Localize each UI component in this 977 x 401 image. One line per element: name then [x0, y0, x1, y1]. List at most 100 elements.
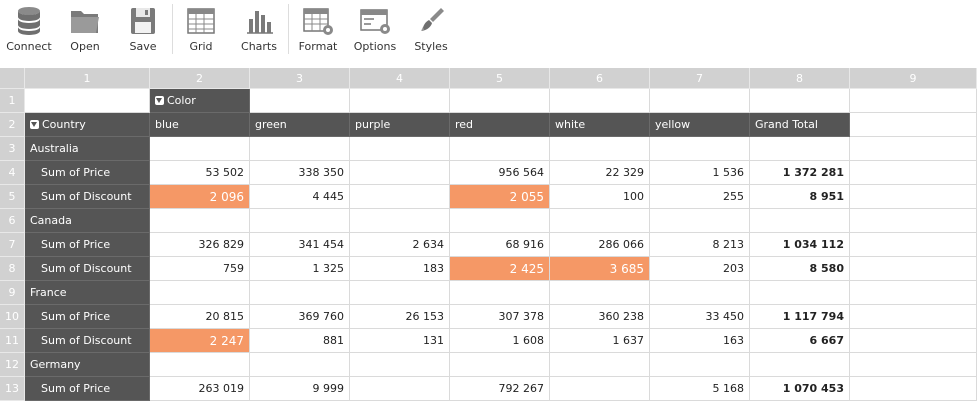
value-cell[interactable]: 8 213 [650, 233, 750, 257]
empty-cell[interactable] [550, 89, 650, 113]
empty-cell[interactable] [750, 209, 850, 233]
value-cell[interactable]: 759 [150, 257, 250, 281]
value-cell[interactable]: 1 325 [250, 257, 350, 281]
empty-cell[interactable] [850, 281, 977, 305]
value-cell[interactable]: 163 [650, 329, 750, 353]
value-cell[interactable]: 3 685 [550, 257, 650, 281]
empty-cell[interactable] [850, 329, 977, 353]
value-cell[interactable]: 2 425 [450, 257, 550, 281]
row-header-12[interactable]: 12 [0, 353, 25, 377]
measure-row-label[interactable]: Sum of Price [25, 305, 150, 329]
column-label-grand-total[interactable]: Grand Total [750, 113, 850, 137]
empty-cell[interactable] [850, 257, 977, 281]
value-cell[interactable]: 4 445 [250, 185, 350, 209]
empty-cell[interactable] [650, 353, 750, 377]
value-cell[interactable]: 341 454 [250, 233, 350, 257]
open-button[interactable]: Open [60, 0, 110, 62]
country-row-label[interactable]: Germany [25, 353, 150, 377]
empty-cell[interactable] [550, 353, 650, 377]
empty-cell[interactable] [450, 209, 550, 233]
empty-cell[interactable] [250, 353, 350, 377]
value-cell[interactable]: 2 055 [450, 185, 550, 209]
empty-cell[interactable] [850, 233, 977, 257]
column-header-4[interactable]: 4 [350, 68, 450, 89]
empty-cell[interactable] [850, 161, 977, 185]
column-header-9[interactable]: 9 [850, 68, 977, 89]
measure-row-label[interactable]: Sum of Price [25, 161, 150, 185]
empty-cell[interactable] [350, 281, 450, 305]
measure-row-label[interactable]: Sum of Discount [25, 185, 150, 209]
empty-cell[interactable] [150, 137, 250, 161]
value-cell[interactable]: 881 [250, 329, 350, 353]
value-cell[interactable]: 68 916 [450, 233, 550, 257]
empty-cell[interactable] [250, 89, 350, 113]
column-header-3[interactable]: 3 [250, 68, 350, 89]
empty-cell[interactable] [350, 209, 450, 233]
column-label-purple[interactable]: purple [350, 113, 450, 137]
empty-cell[interactable] [250, 281, 350, 305]
row-header-10[interactable]: 10 [0, 305, 25, 329]
country-filter-header[interactable]: Country [25, 113, 150, 137]
empty-cell[interactable] [850, 377, 977, 401]
value-cell[interactable] [350, 185, 450, 209]
empty-cell[interactable] [450, 137, 550, 161]
empty-cell[interactable] [650, 137, 750, 161]
row-header-2[interactable]: 2 [0, 113, 25, 137]
empty-cell[interactable] [150, 209, 250, 233]
filter-dropdown-icon[interactable] [30, 119, 39, 129]
value-cell[interactable]: 53 502 [150, 161, 250, 185]
empty-cell[interactable] [750, 281, 850, 305]
value-cell[interactable]: 5 168 [650, 377, 750, 401]
grand-total-cell[interactable]: 1 034 112 [750, 233, 850, 257]
value-cell[interactable]: 956 564 [450, 161, 550, 185]
column-header-5[interactable]: 5 [450, 68, 550, 89]
measure-row-label[interactable]: Sum of Price [25, 377, 150, 401]
empty-cell[interactable] [850, 353, 977, 377]
column-header-7[interactable]: 7 [650, 68, 750, 89]
value-cell[interactable]: 1 608 [450, 329, 550, 353]
value-cell[interactable] [350, 377, 450, 401]
grand-total-cell[interactable]: 1 117 794 [750, 305, 850, 329]
empty-cell[interactable] [350, 89, 450, 113]
row-header-13[interactable]: 13 [0, 377, 25, 401]
empty-cell[interactable] [350, 353, 450, 377]
grand-total-cell[interactable]: 1 070 453 [750, 377, 850, 401]
value-cell[interactable]: 203 [650, 257, 750, 281]
format-button[interactable]: Format [292, 0, 344, 62]
empty-cell[interactable] [25, 89, 150, 113]
empty-cell[interactable] [650, 89, 750, 113]
column-header-8[interactable]: 8 [750, 68, 850, 89]
grid-button[interactable]: Grid [176, 0, 226, 62]
empty-cell[interactable] [850, 137, 977, 161]
row-header-11[interactable]: 11 [0, 329, 25, 353]
row-header-1[interactable]: 1 [0, 89, 25, 113]
value-cell[interactable]: 9 999 [250, 377, 350, 401]
value-cell[interactable]: 286 066 [550, 233, 650, 257]
grand-total-cell[interactable]: 8 580 [750, 257, 850, 281]
country-row-label[interactable]: France [25, 281, 150, 305]
column-label-white[interactable]: white [550, 113, 650, 137]
options-button[interactable]: Options [350, 0, 400, 62]
filter-dropdown-icon[interactable] [155, 95, 164, 105]
value-cell[interactable]: 100 [550, 185, 650, 209]
empty-cell[interactable] [450, 281, 550, 305]
value-cell[interactable]: 183 [350, 257, 450, 281]
empty-cell[interactable] [750, 137, 850, 161]
empty-cell[interactable] [450, 89, 550, 113]
empty-cell[interactable] [850, 113, 977, 137]
value-cell[interactable]: 263 019 [150, 377, 250, 401]
value-cell[interactable] [350, 161, 450, 185]
value-cell[interactable]: 369 760 [250, 305, 350, 329]
empty-cell[interactable] [850, 89, 977, 113]
value-cell[interactable] [550, 377, 650, 401]
column-header-6[interactable]: 6 [550, 68, 650, 89]
value-cell[interactable]: 255 [650, 185, 750, 209]
measure-row-label[interactable]: Sum of Price [25, 233, 150, 257]
empty-cell[interactable] [550, 137, 650, 161]
grand-total-cell[interactable]: 6 667 [750, 329, 850, 353]
empty-cell[interactable] [250, 209, 350, 233]
country-row-label[interactable]: Canada [25, 209, 150, 233]
country-row-label[interactable]: Australia [25, 137, 150, 161]
empty-cell[interactable] [650, 281, 750, 305]
row-header-9[interactable]: 9 [0, 281, 25, 305]
